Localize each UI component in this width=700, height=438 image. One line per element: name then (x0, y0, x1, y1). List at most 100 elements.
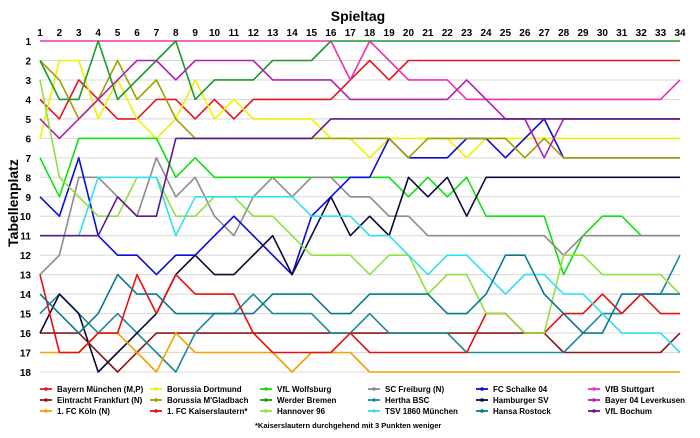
legend-label-13: 1. FC Kaiserslautern* (167, 407, 248, 416)
x-tick-18: 18 (364, 28, 376, 39)
series-line-8 (39, 40, 680, 101)
legend-label-12: 1. FC Köln (N) (57, 407, 110, 416)
series-line-7 (39, 59, 680, 159)
legend-marker-3 (372, 387, 376, 391)
x-tick-10: 10 (209, 28, 221, 39)
legend-marker-2 (264, 387, 268, 391)
legend-marker-8 (264, 398, 268, 402)
legend-label-17: VfL Bochum (605, 407, 652, 416)
y-tick-1: 1 (25, 37, 31, 48)
legend: Bayern München (M,P) Borussia Dortmund VfL… (40, 385, 685, 416)
x-tick-2: 2 (57, 28, 63, 39)
chart-title: Spieltag (331, 8, 385, 24)
x-tick-31: 31 (616, 28, 628, 39)
legend-marker-9 (372, 398, 376, 402)
x-tick-1: 1 (37, 28, 43, 39)
series-line-15 (40, 176, 681, 354)
legend-marker-10 (480, 398, 484, 402)
y-tick-16: 16 (20, 329, 32, 340)
x-tick-29: 29 (577, 28, 589, 39)
legend-marker-7 (154, 398, 158, 402)
series-line-9 (39, 254, 681, 373)
x-tick-17: 17 (345, 28, 357, 39)
y-tick-3: 3 (25, 76, 31, 87)
y-tick-13: 13 (20, 271, 32, 282)
y-tick-18: 18 (20, 368, 32, 379)
legend-marker-5 (592, 387, 596, 391)
legend-marker-1 (154, 387, 158, 391)
legend-label-7: Borussia M'Gladbach (167, 396, 249, 405)
x-tick-13: 13 (267, 28, 279, 39)
legend-marker-11 (592, 398, 596, 402)
x-tick-26: 26 (519, 28, 531, 39)
x-tick-22: 22 (442, 28, 454, 39)
y-tick-2: 2 (25, 56, 31, 67)
x-tick-labels: 1 2 3 4 5 6 7 8 9 10 11 12 13 14 15 16 17 18 19 20 21 22 23 24 2… (37, 28, 686, 39)
y-tick-11: 11 (20, 232, 31, 243)
x-tick-25: 25 (500, 28, 512, 39)
x-tick-8: 8 (173, 28, 179, 39)
legend-marker-12 (44, 409, 48, 413)
x-tick-23: 23 (461, 28, 473, 39)
legend-label-6: Eintracht Frankfurt (N) (57, 396, 143, 405)
legend-label-10: Hamburger SV (493, 396, 549, 405)
legend-marker-13 (154, 409, 158, 413)
x-tick-27: 27 (539, 28, 551, 39)
x-tick-7: 7 (154, 28, 160, 39)
y-tick-15: 15 (20, 310, 32, 321)
series-line-1 (39, 59, 680, 159)
y-axis-label: Tabellenplatz (5, 159, 21, 247)
legend-label-0: Bayern München (M,P) (57, 385, 144, 394)
x-tick-4: 4 (95, 28, 101, 39)
y-tick-12: 12 (20, 251, 32, 262)
x-tick-28: 28 (558, 28, 570, 39)
legend-label-11: Bayer 04 Leverkusen (605, 396, 685, 405)
y-tick-5: 5 (25, 115, 31, 126)
x-tick-33: 33 (655, 28, 667, 39)
y-tick-6: 6 (25, 134, 31, 145)
x-tick-14: 14 (287, 28, 299, 39)
legend-label-16: Hansa Rostock (493, 407, 551, 416)
legend-label-1: Borussia Dortmund (167, 385, 242, 394)
y-tick-10: 10 (20, 212, 32, 223)
legend-marker-4 (480, 387, 484, 391)
y-tick-4: 4 (25, 95, 31, 106)
y-tick-8: 8 (25, 173, 31, 184)
x-tick-11: 11 (229, 28, 240, 39)
series-line-5 (40, 40, 681, 101)
x-tick-30: 30 (597, 28, 609, 39)
x-tick-9: 9 (192, 28, 198, 39)
series-line-16 (39, 254, 680, 334)
series-line-0 (39, 59, 680, 120)
legend-marker-6 (44, 398, 48, 402)
x-tick-12: 12 (248, 28, 260, 39)
x-tick-16: 16 (325, 28, 337, 39)
legend-label-14: Hannover 96 (277, 407, 326, 416)
legend-marker-15 (372, 409, 376, 413)
x-tick-21: 21 (422, 28, 434, 39)
legend-label-4: FC Schalke 04 (493, 385, 548, 394)
y-tick-9: 9 (25, 193, 31, 204)
legend-label-8: Werder Bremen (277, 396, 337, 405)
legend-marker-0 (44, 387, 48, 391)
series-line-3 (39, 157, 680, 276)
legend-label-3: SC Freiburg (N) (385, 385, 444, 394)
y-tick-17: 17 (20, 349, 32, 360)
legend-marker-17 (592, 409, 596, 413)
legend-label-2: VfL Wolfsburg (277, 385, 331, 394)
x-tick-20: 20 (403, 28, 415, 39)
legend-marker-16 (480, 409, 484, 413)
x-tick-3: 3 (76, 28, 82, 39)
series-line-17 (40, 118, 680, 237)
x-tick-32: 32 (636, 28, 648, 39)
x-tick-6: 6 (134, 28, 140, 39)
series-line-12 (40, 332, 680, 373)
legend-marker-14 (264, 409, 268, 413)
x-tick-5: 5 (115, 28, 121, 39)
x-tick-15: 15 (306, 28, 318, 39)
x-tick-34: 34 (674, 28, 686, 39)
x-tick-19: 19 (384, 28, 396, 39)
